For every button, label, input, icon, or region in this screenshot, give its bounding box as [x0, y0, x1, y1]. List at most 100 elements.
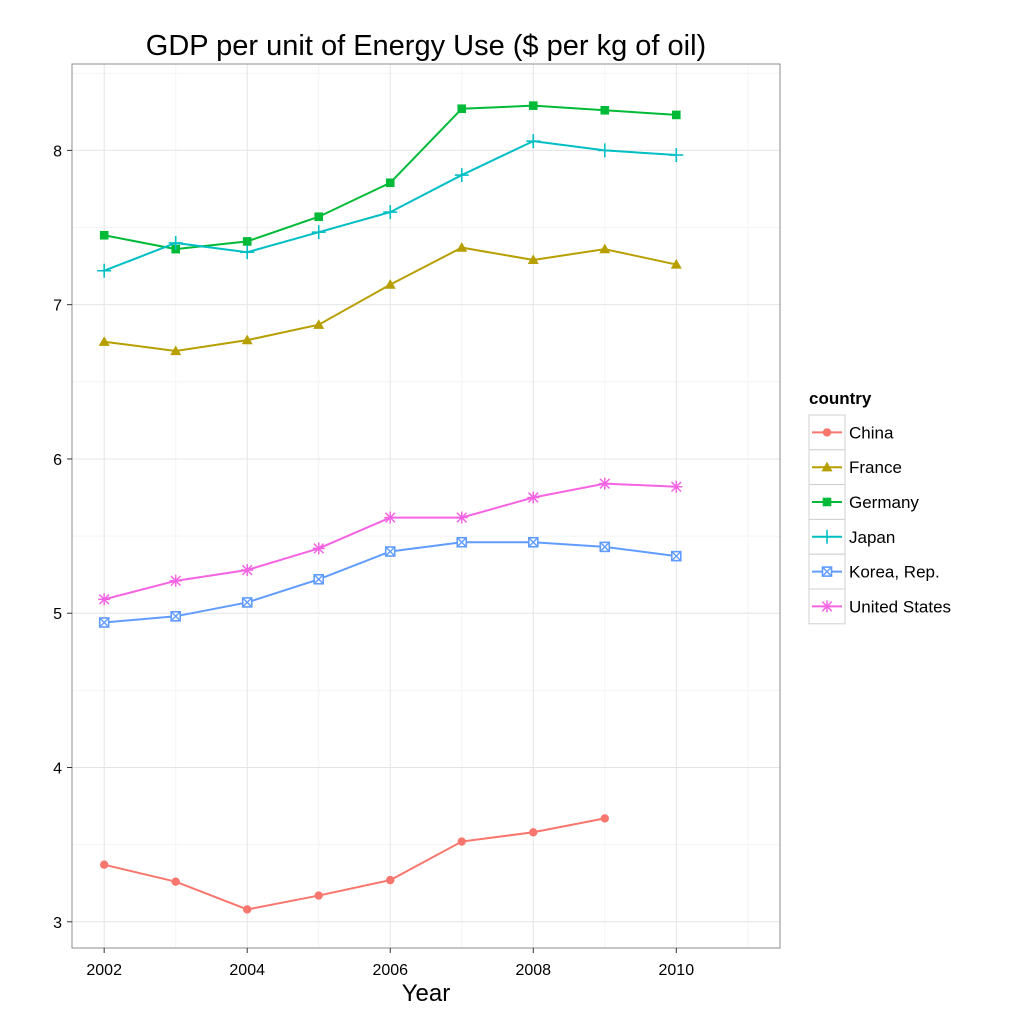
data-point-china [243, 905, 252, 914]
data-point-japan [311, 225, 326, 240]
legend-title: country [809, 389, 872, 408]
y-tick-label: 6 [53, 452, 62, 469]
data-point-france [170, 345, 182, 356]
legend-key-marker [821, 600, 833, 613]
marker-box-diag2 [313, 574, 324, 585]
data-point-germany [314, 212, 324, 222]
x-axis-label: Year [401, 980, 451, 1007]
legend-label: Japan [849, 528, 895, 547]
data-point-france [241, 334, 253, 345]
legend-label: China [849, 423, 894, 442]
x-tick-label: 2006 [372, 962, 408, 979]
data-point-united-states [384, 511, 397, 524]
data-point-france [670, 259, 682, 269]
data-point-united-states [598, 477, 611, 490]
marker-ast-4 [170, 575, 182, 587]
marker-triangle [670, 259, 682, 269]
legend-key-marker [820, 529, 834, 544]
legend-label: Germany [849, 493, 919, 512]
series-france [98, 242, 682, 356]
data-point-china [457, 837, 466, 846]
marker-ast-4 [821, 601, 833, 612]
marker-triangle [241, 334, 253, 345]
marker-triangle [313, 319, 325, 329]
data-point-united-states [312, 542, 325, 555]
marker-triangle [821, 461, 833, 472]
series-line-china [103, 817, 605, 911]
marker-box-diag2 [170, 611, 181, 622]
marker-ast-4 [241, 564, 253, 576]
data-point-japan [669, 148, 684, 163]
marker-circle [457, 837, 466, 846]
marker-box-diag2 [99, 617, 110, 628]
marker-square [528, 101, 538, 110]
data-point-korea-rep [241, 597, 253, 608]
data-point-korea-rep [313, 573, 325, 585]
x-tick-label: 2010 [659, 962, 695, 979]
data-point-united-states [98, 593, 111, 606]
data-point-japan [168, 235, 183, 250]
marker-circle [386, 875, 395, 885]
legend: country China France Germany Japan Korea, Rep… [808, 389, 951, 625]
legend-key-marker [821, 461, 833, 472]
marker-ast-4 [670, 481, 682, 493]
data-point-japan [240, 245, 255, 260]
marker-ast-4 [456, 512, 468, 523]
data-point-korea-rep [671, 550, 682, 562]
data-point-germany [99, 230, 109, 240]
data-point-germany [457, 104, 467, 114]
legend-item-france: France [808, 449, 902, 486]
marker-ast-4 [599, 478, 611, 489]
panel-background [72, 64, 780, 948]
data-point-france [456, 242, 468, 252]
y-tick-label: 5 [53, 606, 62, 623]
legend-item-united-states: United States [808, 588, 951, 625]
x-tick-label: 2004 [229, 962, 265, 979]
y-tick-label: 3 [53, 915, 62, 932]
data-point-china [386, 875, 395, 885]
legend-item-china: China [808, 414, 894, 451]
data-point-germany [385, 178, 395, 188]
data-point-germany [672, 110, 681, 120]
marker-triangle [170, 345, 182, 356]
data-point-korea-rep [170, 611, 181, 622]
marker-box-diag2 [385, 546, 396, 557]
marker-triangle [98, 336, 110, 346]
series-korea-rep [98, 536, 682, 628]
legend-item-japan: Japan [808, 518, 895, 555]
data-point-korea-rep [98, 617, 110, 628]
data-point-united-states [527, 491, 540, 504]
marker-square [457, 104, 467, 114]
data-point-japan [454, 168, 469, 183]
data-point-china [314, 891, 323, 900]
data-point-united-states [670, 480, 683, 493]
data-point-france [384, 279, 396, 289]
data-point-korea-rep [527, 536, 539, 548]
marker-box-diag2 [456, 537, 467, 548]
legend-key-marker [821, 566, 833, 577]
data-point-germany [242, 237, 252, 246]
data-point-china [99, 860, 109, 869]
marker-square [672, 110, 681, 120]
marker-ast-4 [98, 594, 110, 605]
data-point-united-states [169, 574, 182, 587]
data-point-united-states [455, 511, 468, 524]
y-tick-label: 7 [53, 298, 62, 315]
marker-square [99, 230, 109, 240]
data-point-france [599, 243, 611, 254]
marker-circle [243, 905, 252, 914]
marker-box-diag2 [242, 597, 253, 608]
marker-square [600, 105, 610, 115]
marker-circle [600, 814, 609, 823]
marker-circle [529, 828, 538, 837]
data-point-japan [526, 134, 541, 149]
y-tick-label: 8 [53, 143, 62, 160]
data-point-japan [597, 143, 612, 158]
marker-box-diag2 [599, 541, 610, 552]
marker-box-diag2 [528, 537, 539, 548]
data-point-france [527, 254, 539, 265]
marker-square [242, 237, 252, 246]
data-point-korea-rep [384, 546, 396, 557]
marker-circle [822, 428, 832, 437]
